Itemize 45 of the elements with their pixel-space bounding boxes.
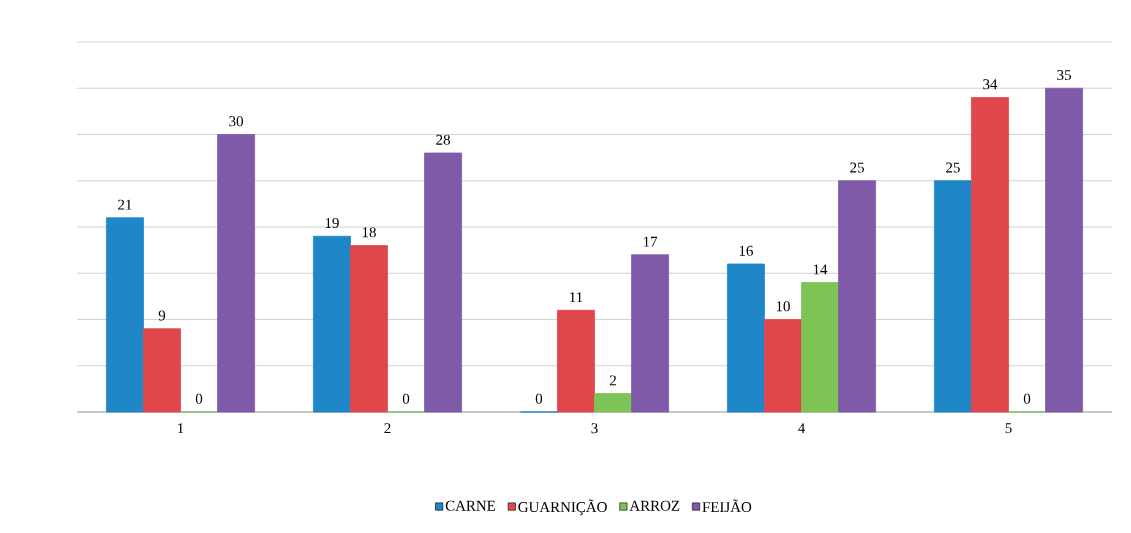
bar	[933, 180, 972, 413]
data-label: 18	[362, 227, 376, 238]
data-label: 0	[535, 393, 543, 404]
x-tick-label: 4	[798, 423, 805, 434]
data-label: 34	[983, 79, 998, 90]
legend-label: ARROZ	[629, 500, 680, 511]
data-label: 2	[609, 375, 616, 386]
bar	[971, 97, 1009, 413]
bar	[217, 134, 256, 413]
bar	[594, 393, 632, 413]
bar	[727, 263, 765, 413]
data-label: 0	[195, 393, 203, 404]
data-label: 35	[1057, 70, 1071, 81]
legend-label: CARNE	[445, 500, 496, 511]
bar	[424, 152, 463, 413]
data-label: 28	[436, 134, 450, 145]
x-tick-label: 3	[591, 423, 598, 434]
data-label: 19	[325, 218, 339, 229]
bar	[838, 180, 877, 413]
data-label: 17	[643, 236, 658, 247]
data-label: 0	[1023, 393, 1031, 404]
legend-label: FEIJÃO	[702, 499, 752, 513]
data-label: 0	[402, 393, 410, 404]
legend-label: GUARNIÇÃO	[518, 499, 607, 516]
data-label: 9	[158, 310, 166, 321]
bar	[106, 217, 144, 413]
bar	[631, 254, 670, 413]
data-label: 10	[776, 301, 790, 312]
x-tick-label: 5	[1005, 423, 1012, 434]
x-tick-label: 1	[178, 423, 184, 434]
data-label: 21	[118, 199, 132, 210]
data-label: 14	[813, 264, 828, 275]
bar	[350, 245, 388, 413]
data-label: 11	[570, 292, 583, 303]
bar	[1045, 87, 1083, 413]
x-tick-label: 2	[384, 423, 391, 434]
bar	[313, 235, 351, 413]
data-label: 30	[229, 116, 243, 127]
data-label: 25	[946, 162, 960, 173]
data-label: 25	[850, 162, 864, 173]
bar	[143, 328, 181, 413]
bar	[557, 309, 595, 413]
data-label: 16	[739, 245, 753, 256]
bar	[764, 319, 802, 413]
bar	[801, 282, 839, 413]
